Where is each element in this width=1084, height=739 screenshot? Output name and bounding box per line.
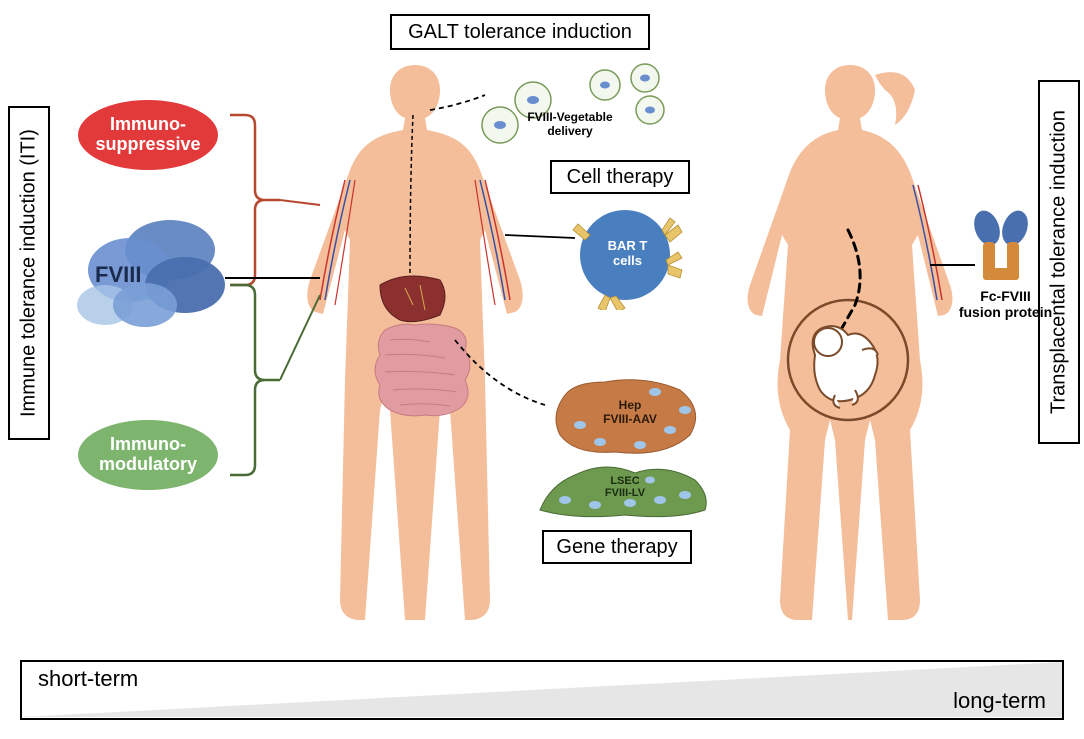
immunomodulatory-pill: Immuno- modulatory bbox=[78, 420, 218, 490]
galt-title: GALT tolerance induction bbox=[390, 14, 650, 50]
female-body bbox=[720, 60, 980, 630]
bar-t-cell: BAR T cells bbox=[570, 200, 690, 310]
fviii-cluster bbox=[60, 210, 230, 330]
bracket-connectors bbox=[280, 195, 330, 390]
short-term-label: short-term bbox=[38, 666, 138, 692]
fviii-label: FVIII bbox=[95, 262, 141, 288]
long-term-label: long-term bbox=[953, 688, 1046, 714]
bottom-bracket bbox=[225, 280, 285, 480]
iti-text: Immune tolerance induction (ITI) bbox=[18, 129, 41, 417]
top-bracket bbox=[225, 110, 285, 290]
transplacental-text: Transplacental tolerance induction bbox=[1048, 110, 1071, 414]
hep-aav-label: Hep FVIII-AAV bbox=[595, 398, 665, 426]
lsec-lv-label: LSEC FVIII-LV bbox=[590, 475, 660, 499]
immunosuppressive-text: Immuno- suppressive bbox=[95, 115, 200, 155]
immunomodulatory-text: Immuno- modulatory bbox=[99, 435, 197, 475]
bar-t-label: BAR T cells bbox=[600, 238, 655, 268]
fc-fviii-label: Fc-FVIII fusion protein bbox=[953, 288, 1058, 320]
fviii-veg-group: FVIII-Vegetable delivery bbox=[475, 60, 675, 160]
iti-vertical-label: Immune tolerance induction (ITI) bbox=[8, 106, 50, 440]
galt-title-text: GALT tolerance induction bbox=[408, 21, 632, 44]
fviii-veg-label: FVIII-Vegetable delivery bbox=[510, 110, 630, 138]
fc-fviii-group: Fc-FVIII fusion protein bbox=[965, 210, 1045, 330]
timeline-bar: short-term long-term bbox=[20, 660, 1064, 720]
immunosuppressive-pill: Immuno- suppressive bbox=[78, 100, 218, 170]
lsec-lv-blob: LSEC FVIII-LV bbox=[535, 455, 715, 525]
hep-aav-blob: Hep FVIII-AAV bbox=[545, 370, 705, 465]
